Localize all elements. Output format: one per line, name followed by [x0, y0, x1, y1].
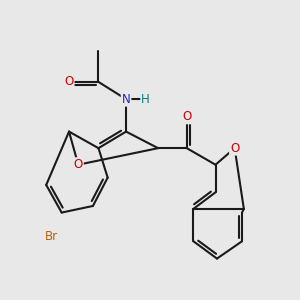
- Text: O: O: [182, 110, 191, 123]
- Text: N: N: [122, 93, 130, 106]
- Text: H: H: [141, 93, 150, 106]
- Text: Br: Br: [45, 230, 58, 243]
- Text: O: O: [230, 142, 239, 155]
- Text: O: O: [64, 75, 74, 88]
- Text: O: O: [74, 158, 83, 171]
